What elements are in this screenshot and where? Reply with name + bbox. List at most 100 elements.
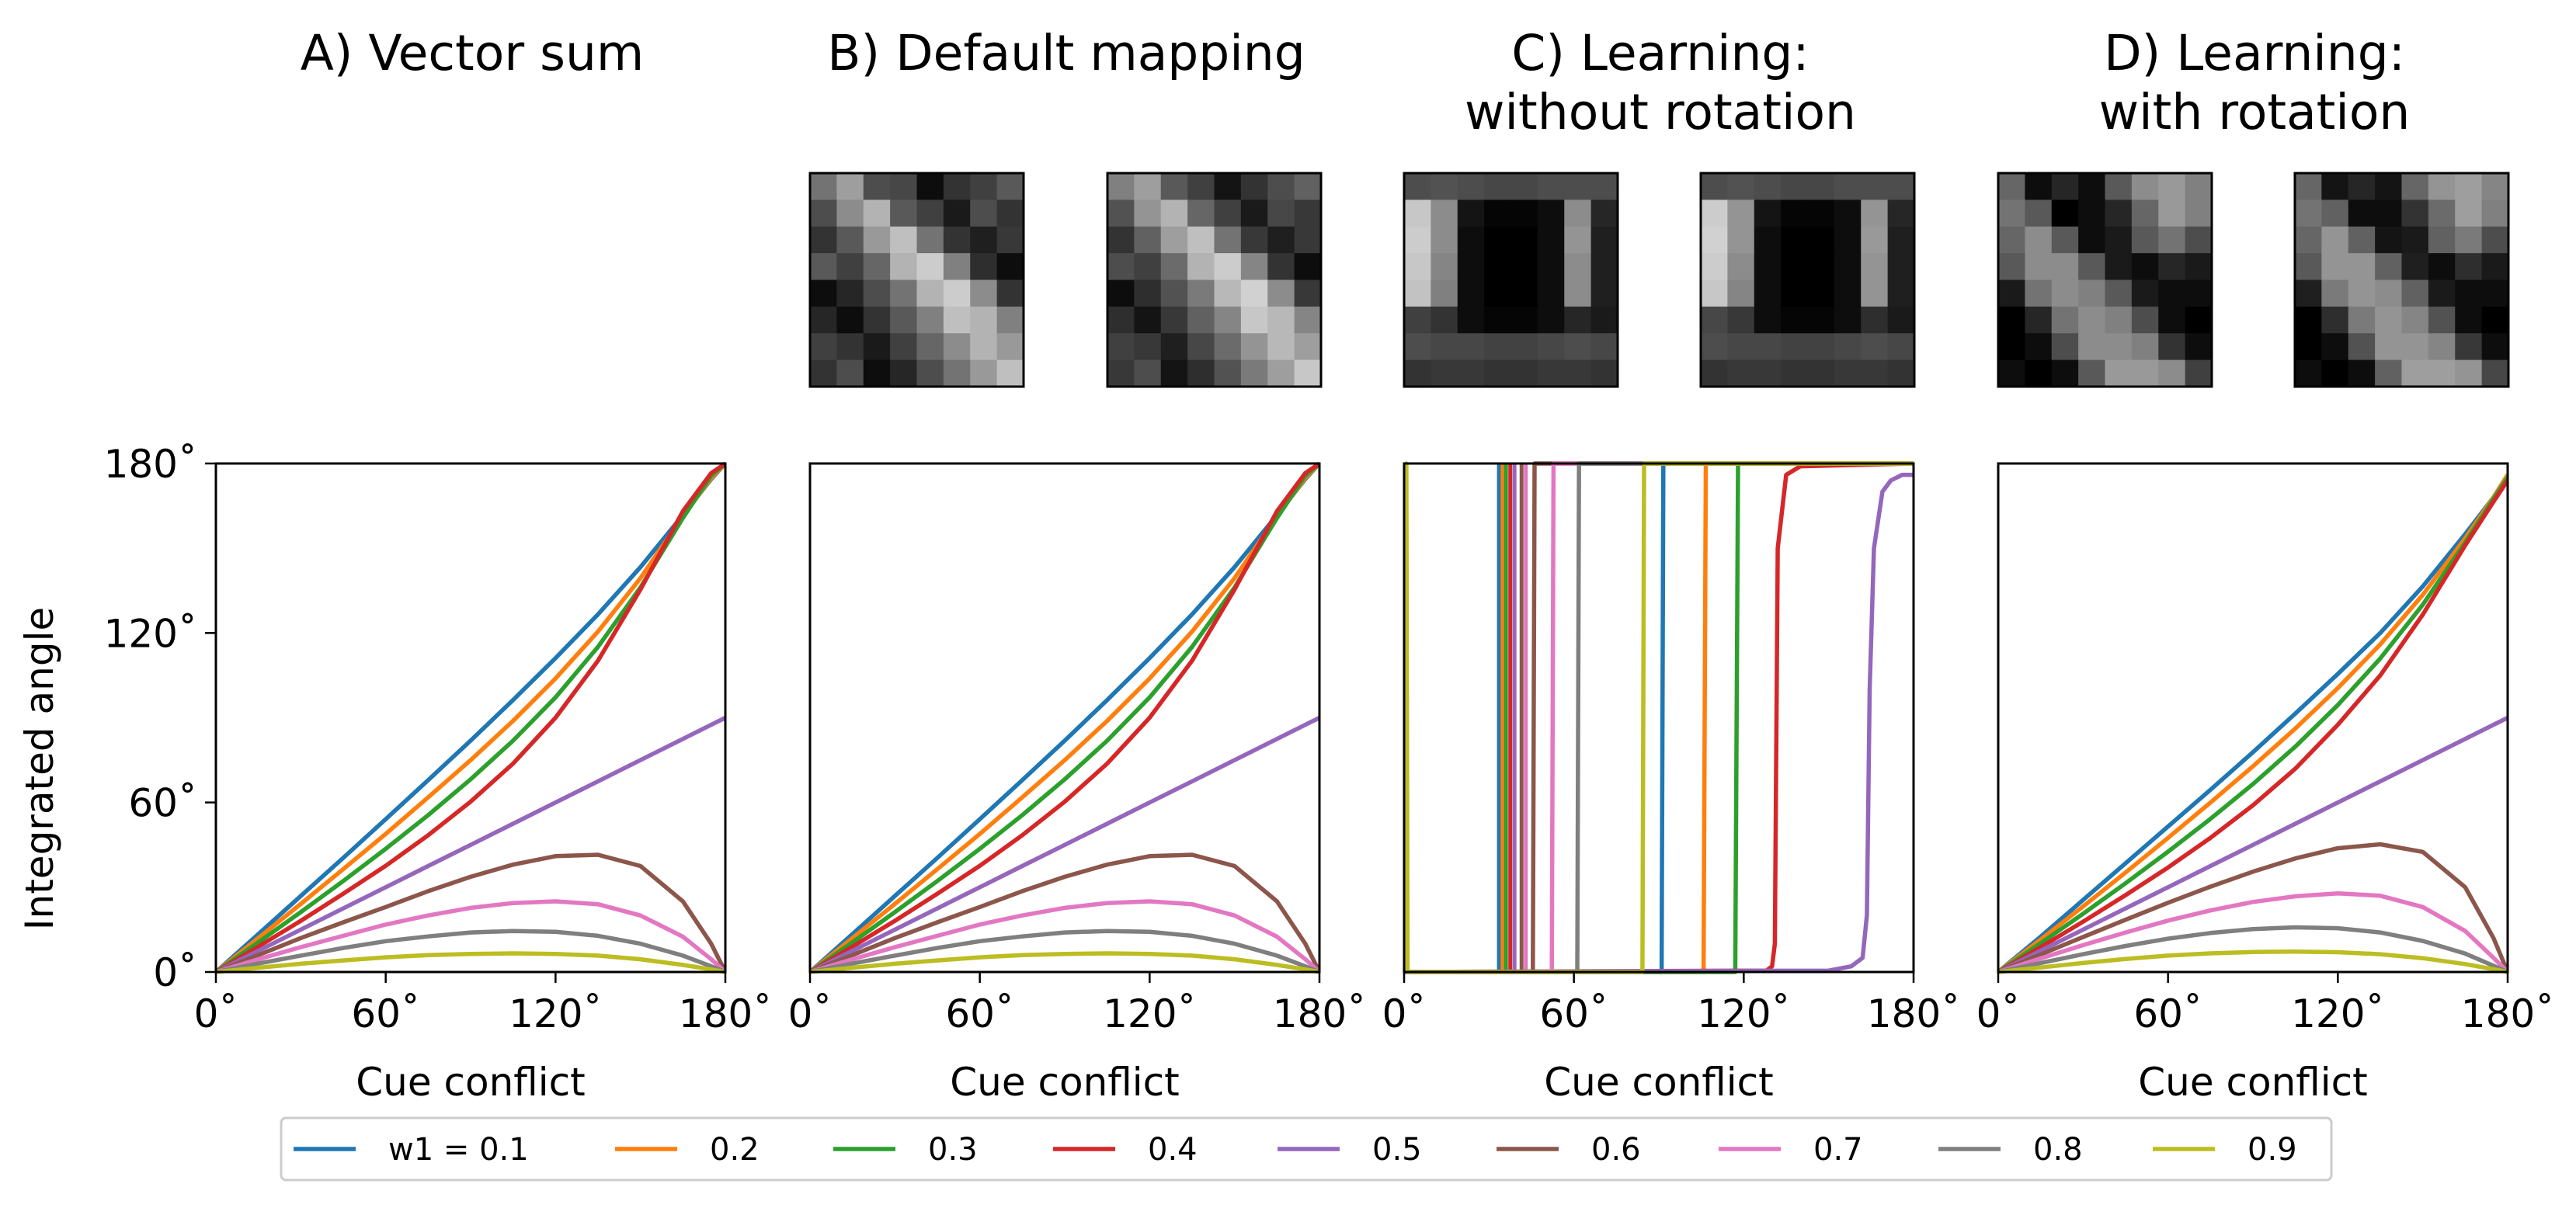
heatmap-cell [810, 306, 837, 334]
heatmap-cell [2051, 306, 2079, 334]
x-tick-label: 0˚ [1976, 991, 2021, 1036]
heatmap-cell [2131, 279, 2159, 307]
heatmap-cell [1861, 306, 1889, 334]
heatmap-cell [2481, 306, 2509, 334]
heatmap-cell [1187, 359, 1215, 387]
heatmap-cell [1701, 253, 1728, 281]
y-tick-label: 60˚ [128, 781, 197, 826]
heatmap-cell [2158, 359, 2186, 387]
heatmap-cell [1240, 226, 1268, 254]
heatmap-cell [836, 359, 864, 387]
heatmap-cell [2051, 200, 2079, 227]
heatmap-cell [1267, 306, 1295, 334]
heatmap-cell [2051, 173, 2079, 200]
heatmap-cell [2105, 306, 2133, 334]
heatmap-cell [890, 333, 918, 361]
panel-title-line: B) Default mapping [827, 25, 1305, 82]
heatmap-cell [996, 253, 1024, 281]
heatmap-cell [2078, 200, 2106, 227]
y-tick-label: 0˚ [153, 950, 197, 995]
heatmap-cell [1834, 279, 1862, 307]
heatmap-cell [943, 333, 971, 361]
series-line-5 [810, 716, 1319, 974]
heatmap-cell [1590, 306, 1618, 334]
heatmap-cell [2428, 200, 2456, 227]
heatmap-cell [1861, 253, 1889, 281]
heatmap-cell [1998, 200, 2025, 227]
heatmap-cell [2481, 333, 2509, 361]
heatmap-cell [2455, 279, 2483, 307]
heatmap-cell [1701, 173, 1728, 200]
heatmap-cell [1214, 359, 1242, 387]
heatmap-cell [2185, 200, 2213, 227]
heatmap-cell [943, 200, 971, 227]
heatmap-frame [2293, 172, 2510, 388]
heatmap-cell [1887, 200, 1915, 227]
heatmap-cell [836, 226, 864, 254]
heatmap-cell [890, 359, 918, 387]
heatmap-cell [2481, 200, 2509, 227]
heatmap-cell [1807, 279, 1835, 307]
heatmap-cell [2158, 226, 2186, 254]
heatmap-cell [1727, 226, 1755, 254]
heatmap-cell [2375, 253, 2403, 281]
heatmap-cell [2158, 279, 2186, 307]
heatmap-cell [1457, 333, 1485, 361]
heatmap-cell [1484, 279, 1512, 307]
heatmap-cell [1214, 333, 1242, 361]
heatmap-cell [2078, 359, 2106, 387]
heatmap-cell [863, 306, 891, 334]
series-group [1998, 474, 2508, 974]
heatmap-cell [1510, 253, 1538, 281]
heatmap-cell [1160, 359, 1188, 387]
x-tick-label: 120˚ [2291, 991, 2384, 1036]
series-line-6 [216, 852, 725, 974]
heatmap-cell [2428, 253, 2456, 281]
heatmap-cell [1404, 226, 1431, 254]
heatmap-cell [1834, 306, 1862, 334]
series-line-7 [1404, 461, 1914, 974]
heatmap-cell [810, 226, 837, 254]
heatmap-cell [836, 279, 864, 307]
heatmap-cell [1240, 173, 1268, 200]
heatmap-cell [863, 333, 891, 361]
series-line-3 [1404, 461, 1914, 974]
x-axis-label: Cue conflict [356, 1060, 586, 1105]
heatmap-cell [2455, 173, 2483, 200]
heatmap-cell [2348, 253, 2376, 281]
panel-titles: A) Vector sum B) Default mapping C) Learni… [301, 25, 2411, 141]
heatmap-cell [2078, 333, 2106, 361]
legend-label: w1 = 0.1 [388, 1132, 529, 1168]
panel-title-line: with rotation [2099, 84, 2411, 141]
heatmap-cell [1781, 253, 1809, 281]
heatmap-cell [1214, 173, 1242, 200]
heatmap-cell [1457, 173, 1485, 200]
heatmap-cell [2158, 306, 2186, 334]
series-line-4 [216, 461, 725, 974]
heatmap-cell [2105, 200, 2133, 227]
heatmap-cell [916, 200, 944, 227]
series-line-6 [1998, 842, 2508, 974]
heatmap-cell [2158, 253, 2186, 281]
heatmap-cell [2185, 253, 2213, 281]
heatmap-cell [1807, 200, 1835, 227]
y-tick-label: 180˚ [104, 442, 197, 487]
heatmap-frame [1997, 172, 2213, 388]
heatmap-cell [2428, 359, 2456, 387]
x-tick-label: 180˚ [679, 991, 772, 1036]
series-line-2 [1404, 461, 1914, 974]
heatmap-cell [970, 306, 998, 334]
heatmap-cell [1107, 279, 1135, 307]
heatmap-cell [1294, 359, 1322, 387]
series-line-4 [1998, 479, 2508, 974]
legend-item: w1 = 0.1 [294, 1132, 529, 1168]
heatmap-cell [2375, 279, 2403, 307]
heatmap-cell [1861, 359, 1889, 387]
heatmap-cell [1187, 173, 1215, 200]
heatmap-cell [1134, 200, 1162, 227]
heatmap-cell [1781, 173, 1809, 200]
heatmap-cell [2321, 279, 2349, 307]
heatmap-cell [1998, 173, 2025, 200]
heatmap-cell [1510, 306, 1538, 334]
